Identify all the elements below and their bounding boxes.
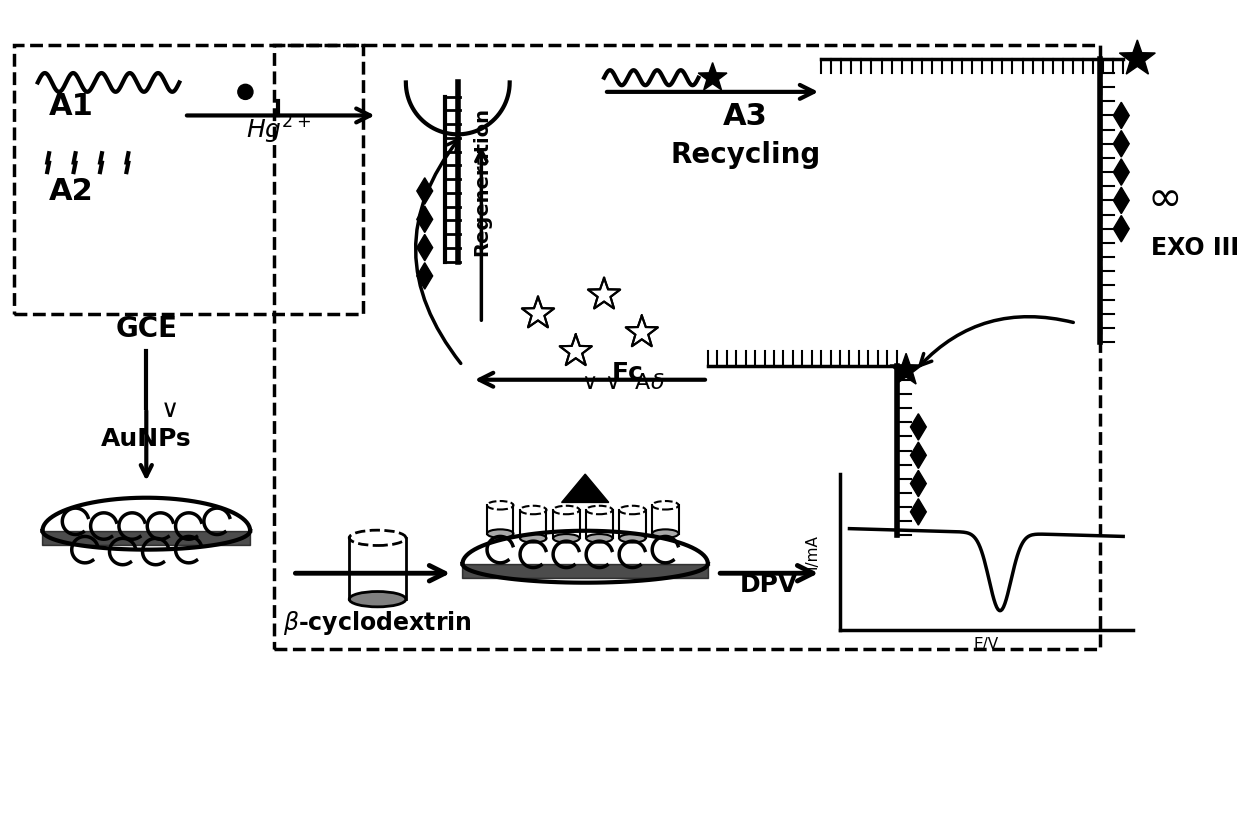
Polygon shape xyxy=(417,263,433,289)
Polygon shape xyxy=(910,499,926,525)
Polygon shape xyxy=(417,235,433,261)
Text: DPV: DPV xyxy=(740,573,799,597)
Polygon shape xyxy=(910,414,926,440)
Polygon shape xyxy=(562,474,609,502)
Ellipse shape xyxy=(553,534,579,542)
Polygon shape xyxy=(1114,102,1130,128)
Text: Fc: Fc xyxy=(611,361,644,384)
Circle shape xyxy=(238,84,253,100)
Ellipse shape xyxy=(587,534,613,542)
Text: A3: A3 xyxy=(723,102,768,131)
Text: EXO III: EXO III xyxy=(1152,236,1240,259)
Text: GCE: GCE xyxy=(115,315,177,344)
Polygon shape xyxy=(698,63,727,90)
Polygon shape xyxy=(417,178,433,204)
Text: $\vee$: $\vee$ xyxy=(160,398,177,422)
Text: A2: A2 xyxy=(48,178,93,206)
Ellipse shape xyxy=(350,591,405,607)
Polygon shape xyxy=(1114,131,1130,157)
Polygon shape xyxy=(1114,159,1130,186)
Ellipse shape xyxy=(487,529,513,538)
Text: $\infty$: $\infty$ xyxy=(1147,177,1179,219)
Text: $Hg^{2+}$: $Hg^{2+}$ xyxy=(246,115,311,146)
Polygon shape xyxy=(890,353,923,384)
Ellipse shape xyxy=(652,529,678,538)
Polygon shape xyxy=(1120,40,1156,74)
Polygon shape xyxy=(910,470,926,497)
Text: $\beta$-cyclodextrin: $\beta$-cyclodextrin xyxy=(283,609,472,637)
Text: A1: A1 xyxy=(48,92,93,121)
Text: Recycling: Recycling xyxy=(671,141,821,169)
Polygon shape xyxy=(417,206,433,232)
Polygon shape xyxy=(910,442,926,469)
Text: I/mA: I/mA xyxy=(805,534,820,569)
Text: $\vee$ $\vee$  A$\delta$: $\vee$ $\vee$ A$\delta$ xyxy=(582,373,665,393)
Ellipse shape xyxy=(520,534,547,542)
Polygon shape xyxy=(1114,187,1130,213)
Text: Regeneration: Regeneration xyxy=(472,107,491,256)
Ellipse shape xyxy=(619,534,646,542)
Text: AuNPs: AuNPs xyxy=(100,427,192,451)
Polygon shape xyxy=(1114,215,1130,242)
Text: E/V: E/V xyxy=(973,636,999,652)
